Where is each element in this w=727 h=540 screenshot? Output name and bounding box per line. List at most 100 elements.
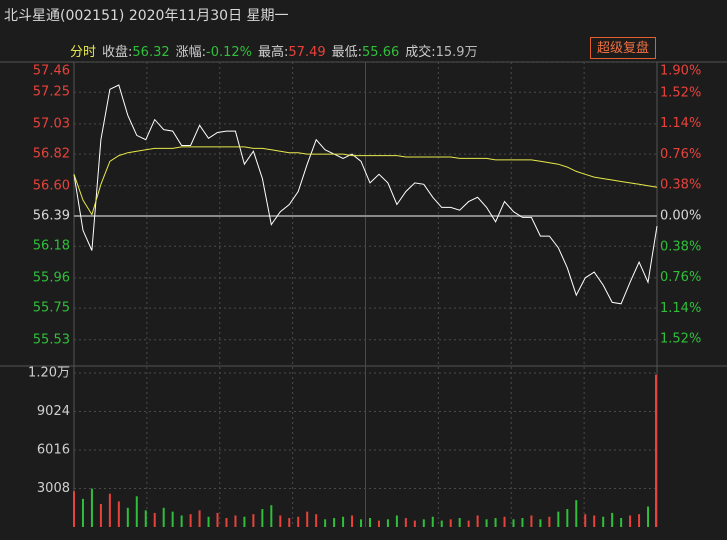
volume-bar: [216, 512, 219, 527]
y-tick-label: 57.46: [33, 64, 70, 79]
volume-bar: [566, 509, 569, 527]
volume-bar: [494, 518, 497, 527]
volume-bar: [655, 374, 657, 527]
volume-bar: [117, 501, 120, 527]
volume-bar: [503, 516, 506, 527]
y2-tick-label: 1.14%: [660, 301, 701, 316]
stat-label: 收盘:: [102, 45, 133, 60]
volume-bar: [539, 519, 542, 527]
volume-bar: [440, 520, 443, 527]
volume-bar: [611, 512, 614, 527]
volume-bar: [73, 491, 75, 527]
volume-bar: [234, 515, 237, 527]
stat-label: 最高:: [258, 45, 289, 60]
volume-bar: [225, 518, 228, 527]
y2-tick-label: 0.76%: [660, 147, 701, 162]
volume-bar: [207, 516, 210, 527]
volume-bar: [395, 515, 398, 527]
stat: 最高:57.49: [258, 41, 326, 60]
y2-tick-label: 1.14%: [660, 116, 701, 131]
volume-bar: [404, 518, 407, 527]
y-tick-label: 56.18: [33, 239, 70, 254]
stat-value: 55.66: [362, 45, 400, 60]
volume-bar: [279, 515, 282, 527]
volume-bar: [243, 516, 246, 527]
volume-bar: [135, 496, 138, 527]
volume-bar: [530, 515, 533, 527]
stat-value: -0.12%: [206, 45, 253, 60]
stat-value: 56.32: [132, 45, 170, 60]
volume-bar: [144, 510, 147, 527]
stat: 最低:55.66: [332, 41, 400, 60]
volume-bar: [602, 516, 605, 527]
volume-bar: [171, 511, 174, 527]
volume-bar: [467, 520, 470, 527]
volume-bar: [315, 514, 318, 527]
volume-bar: [512, 519, 515, 527]
y-tick-label: 55.75: [33, 301, 70, 316]
volume-bar: [620, 518, 623, 527]
volume-bar: [575, 500, 578, 527]
volume-bar: [647, 506, 650, 527]
volume-bar: [252, 514, 255, 527]
volume-bar: [153, 512, 156, 527]
y-tick-label: 56.60: [33, 178, 70, 193]
stat-label: 最低:: [331, 45, 363, 60]
volume-bar: [198, 510, 201, 527]
volume-bar: [162, 507, 165, 527]
volume-bar: [638, 514, 641, 527]
volume-bar: [90, 488, 93, 527]
volume-bar: [261, 509, 264, 527]
stat: 收盘:56.32: [102, 41, 170, 60]
stat-value: 57.49: [288, 45, 326, 60]
y-tick-label: 55.96: [33, 270, 70, 285]
stat-label: 涨幅:: [175, 45, 207, 60]
volume-bar: [333, 518, 336, 527]
volume-bar: [81, 498, 84, 527]
y-tick-label: 56.82: [33, 147, 70, 162]
volume-bar: [360, 519, 363, 527]
y-tick-label: 57.25: [33, 85, 70, 100]
y2-tick-label: 1.90%: [660, 64, 701, 79]
mode: 分时: [70, 45, 97, 60]
y2-tick-label: 0.38%: [660, 178, 701, 193]
volume-bar: [377, 520, 380, 527]
y-tick-label: 6016: [37, 443, 70, 458]
replay-button[interactable]: 超级复盘: [590, 37, 656, 59]
volume-bar: [431, 516, 434, 527]
y2-tick-label: 0.38%: [660, 239, 701, 254]
volume-bar: [584, 514, 587, 527]
title: 北斗星通(002151) 2020年11月30日 星期一: [4, 8, 289, 24]
y-tick-label: 1.20万: [28, 366, 70, 381]
volume-bar: [485, 519, 488, 527]
volume-bar: [476, 515, 479, 527]
volume-bar: [189, 514, 192, 527]
stat: 涨幅:-0.12%: [176, 41, 252, 60]
volume-bar: [270, 505, 273, 527]
stat: 成交:15.9万: [405, 41, 477, 60]
volume-bar: [368, 518, 371, 527]
volume-bar: [351, 515, 354, 527]
volume-bar: [413, 520, 416, 527]
y2-tick-label: 1.52%: [660, 332, 701, 347]
volume-bar: [593, 515, 596, 527]
price-line: [73, 84, 658, 305]
volume-bar: [342, 516, 345, 527]
y-tick-label: 56.39: [33, 209, 70, 224]
volume-bar: [306, 511, 309, 527]
volume-bar: [629, 515, 632, 527]
volume-bar: [324, 519, 327, 527]
volume-bar: [449, 519, 452, 527]
volume-bar: [548, 516, 551, 527]
volume-bar: [557, 511, 560, 527]
y-tick-label: 9024: [37, 404, 70, 419]
stat-value: 15.9万: [435, 45, 478, 60]
volume-bar: [99, 503, 102, 527]
volume-bar: [521, 518, 524, 527]
volume-bar: [288, 518, 291, 527]
info-row: 分时 收盘:56.32 涨幅:-0.12% 最高:57.49 最低:55.66 成交:1…: [70, 41, 478, 60]
y-tick-label: 57.03: [33, 116, 70, 131]
volume-bar: [126, 507, 129, 527]
